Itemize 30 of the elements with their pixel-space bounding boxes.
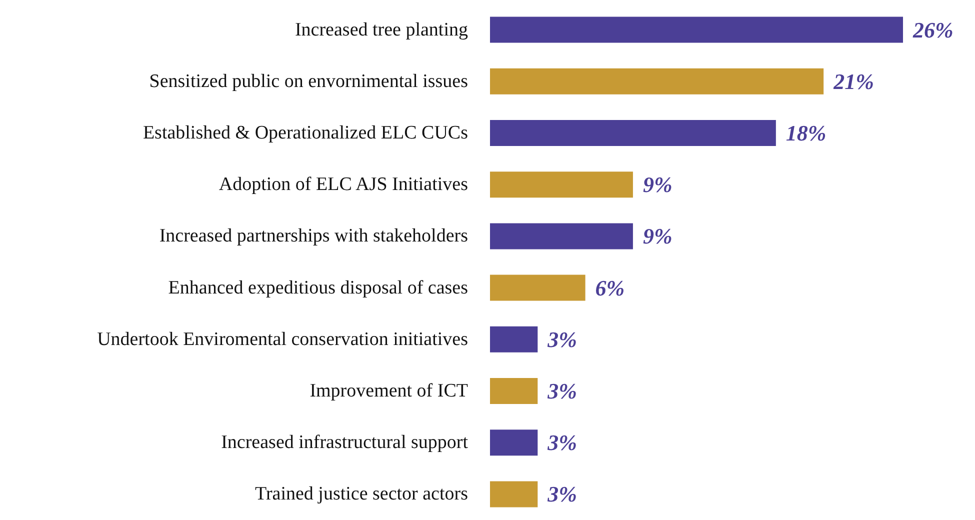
- bar: [490, 223, 633, 250]
- bar: [490, 481, 538, 508]
- bar: [490, 326, 538, 352]
- y-tick-label: Sensitized public on envornimental issues: [149, 70, 468, 92]
- y-tick-label: Established & Operationalized ELC CUCs: [142, 122, 468, 144]
- y-tick-label: Increased partnerships with stakeholders: [159, 226, 468, 247]
- bar: [490, 16, 903, 43]
- y-tick-label: Improvement of ICT: [310, 380, 468, 402]
- y-tick-label: Increased tree planting: [294, 19, 468, 40]
- bar: [490, 172, 633, 198]
- bar: [490, 274, 586, 301]
- data-label: 3%: [546, 482, 577, 507]
- bar: [490, 120, 776, 146]
- data-label: 9%: [642, 224, 672, 249]
- data-label: 26%: [912, 17, 954, 42]
- data-label: 6%: [595, 275, 625, 300]
- data-label: 3%: [546, 378, 577, 404]
- y-tick-label: Adoption of ELC AJS Initiatives: [218, 174, 468, 196]
- bar: [490, 68, 824, 94]
- data-label: 3%: [546, 430, 577, 456]
- data-label: 3%: [546, 326, 577, 352]
- data-label: 18%: [786, 120, 826, 146]
- y-tick-label: Enhanced expeditious disposal of cases: [168, 277, 468, 298]
- y-tick-label: Undertook Enviromental conservation initiatives: [97, 328, 468, 350]
- y-tick-label: Increased infrastructural support: [221, 432, 469, 454]
- data-label: 9%: [642, 172, 672, 198]
- y-tick-label: Trained justice sector actors: [255, 484, 468, 505]
- bar: [490, 430, 538, 456]
- bar: [490, 378, 538, 404]
- data-label: 21%: [832, 68, 874, 94]
